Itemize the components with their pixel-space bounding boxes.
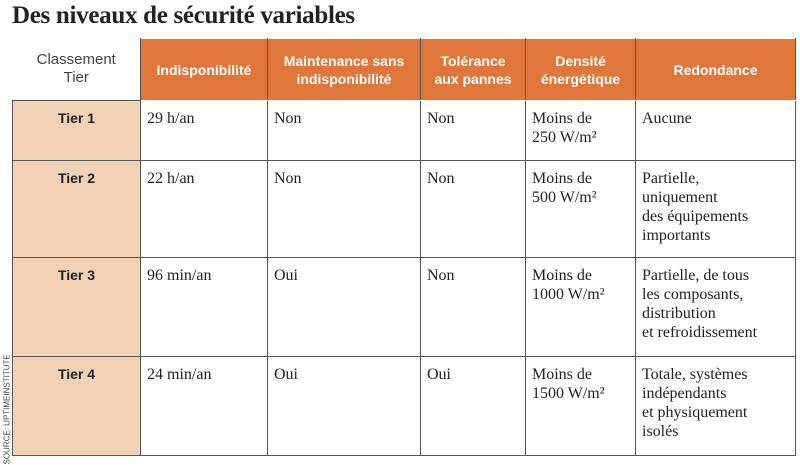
- cell-line: 1000 W/m²: [532, 286, 605, 303]
- column-header: Densité énergétique: [525, 38, 636, 101]
- table-row: Tier 2 22 h/an Non Non Moins de 500 W/m² Parti…: [12, 160, 796, 258]
- table-cell: Non: [267, 100, 421, 161]
- table-cell: Totale, systèmes indépendants et physiquem…: [635, 356, 796, 456]
- source: SOURCE: UPTIMEINSTITUTE: [2, 354, 12, 465]
- table-cell: Non: [420, 257, 526, 357]
- cell-line: aux pannes: [434, 70, 512, 87]
- header-row: Classement Tier Indisponibilité Maintenance…: [12, 38, 796, 101]
- column-header: Indisponibilité: [140, 38, 268, 101]
- cell-line: Oui: [427, 366, 451, 383]
- table-cell: Non: [420, 160, 526, 258]
- table-cell: Non: [267, 160, 421, 258]
- cell-line: des équipements: [642, 208, 749, 225]
- table-cell: Moins de 1000 W/m²: [525, 257, 636, 357]
- cell-line: isolés: [642, 423, 679, 440]
- cell-line: Tier: [63, 69, 89, 87]
- table-cell: Partielle, de tous les composants, distrib…: [635, 257, 796, 357]
- column-header: Tolérance aux pannes: [420, 38, 526, 101]
- cell-line: Non: [274, 170, 302, 187]
- cell-line: 250 W/m²: [532, 129, 597, 146]
- row-label: Tier 4: [12, 356, 141, 456]
- corner-header: Classement Tier: [12, 38, 141, 101]
- cell-line: Aucune: [642, 110, 692, 127]
- cell-line: 24 min/an: [147, 366, 212, 383]
- cell-line: indisponibilité: [296, 70, 392, 87]
- cell-line: Partielle,: [642, 170, 700, 187]
- table-cell: Oui: [267, 356, 421, 456]
- cell-line: les composants,: [642, 286, 744, 303]
- cell-line: 1500 W/m²: [532, 385, 605, 402]
- cell-line: et refroidissement: [642, 324, 758, 341]
- table-cell: Moins de 250 W/m²: [525, 100, 636, 161]
- cell-line: Classement: [36, 51, 116, 69]
- cell-line: Oui: [274, 267, 298, 284]
- table-cell: 24 min/an: [140, 356, 268, 456]
- cell-line: Non: [427, 170, 455, 187]
- cell-line: Moins de: [532, 366, 592, 383]
- cell-line: Non: [427, 110, 455, 127]
- table-cell: Oui: [267, 257, 421, 357]
- table-cell: Moins de 1500 W/m²: [525, 356, 636, 456]
- table-cell: 96 min/an: [140, 257, 268, 357]
- cell-line: 22 h/an: [147, 170, 195, 187]
- table-cell: 29 h/an: [140, 100, 268, 161]
- cell-line: 29 h/an: [147, 110, 195, 127]
- cell-line: Tolérance: [440, 52, 506, 69]
- cell-line: Non: [427, 267, 455, 284]
- cell-line: Totale, systèmes: [642, 366, 748, 383]
- title: Des niveaux de sécurité variables: [12, 2, 355, 29]
- cell-line: 500 W/m²: [532, 189, 597, 206]
- table-cell: Aucune: [635, 100, 796, 161]
- table-cell: Oui: [420, 356, 526, 456]
- column-header: Maintenance sans indisponibilité: [267, 38, 421, 101]
- cell-line: indépendants: [642, 385, 727, 402]
- table-cell: 22 h/an: [140, 160, 268, 258]
- cell-line: Moins de: [532, 110, 592, 127]
- column-header: Redondance: [635, 38, 796, 101]
- cell-line: énergétique: [540, 70, 621, 87]
- table-row: Tier 4 24 min/an Oui Oui Moins de 1500 W/m² To…: [12, 356, 796, 456]
- cell-line: distribution: [642, 305, 716, 322]
- row-label: Tier 2: [12, 160, 141, 258]
- cell-line: uniquement: [642, 189, 718, 206]
- cell-line: Oui: [274, 366, 298, 383]
- table-cell: Non: [420, 100, 526, 161]
- table: Classement Tier Indisponibilité Maintenance…: [12, 38, 796, 456]
- cell-line: 96 min/an: [147, 267, 212, 284]
- row-label: Tier 3: [12, 257, 141, 357]
- table-cell: Partielle, uniquement des équipements impor…: [635, 160, 796, 258]
- row-label: Tier 1: [12, 100, 141, 161]
- cell-line: Moins de: [532, 170, 592, 187]
- cell-line: Moins de: [532, 267, 592, 284]
- cell-line: Partielle, de tous: [642, 267, 750, 284]
- cell-line: importants: [642, 227, 711, 244]
- table-cell: Moins de 500 W/m²: [525, 160, 636, 258]
- table-row: Tier 1 29 h/an Non Non Moins de 250 W/m² Aucun…: [12, 100, 796, 161]
- cell-line: Maintenance sans: [283, 52, 405, 69]
- cell-line: Indisponibilité: [156, 61, 252, 78]
- table-row: Tier 3 96 min/an Oui Non Moins de 1000 W/m² Pa…: [12, 257, 796, 357]
- cell-line: Densité: [555, 52, 606, 69]
- cell-line: et physiquement: [642, 404, 748, 421]
- cell-line: Redondance: [673, 61, 758, 78]
- cell-line: Non: [274, 110, 302, 127]
